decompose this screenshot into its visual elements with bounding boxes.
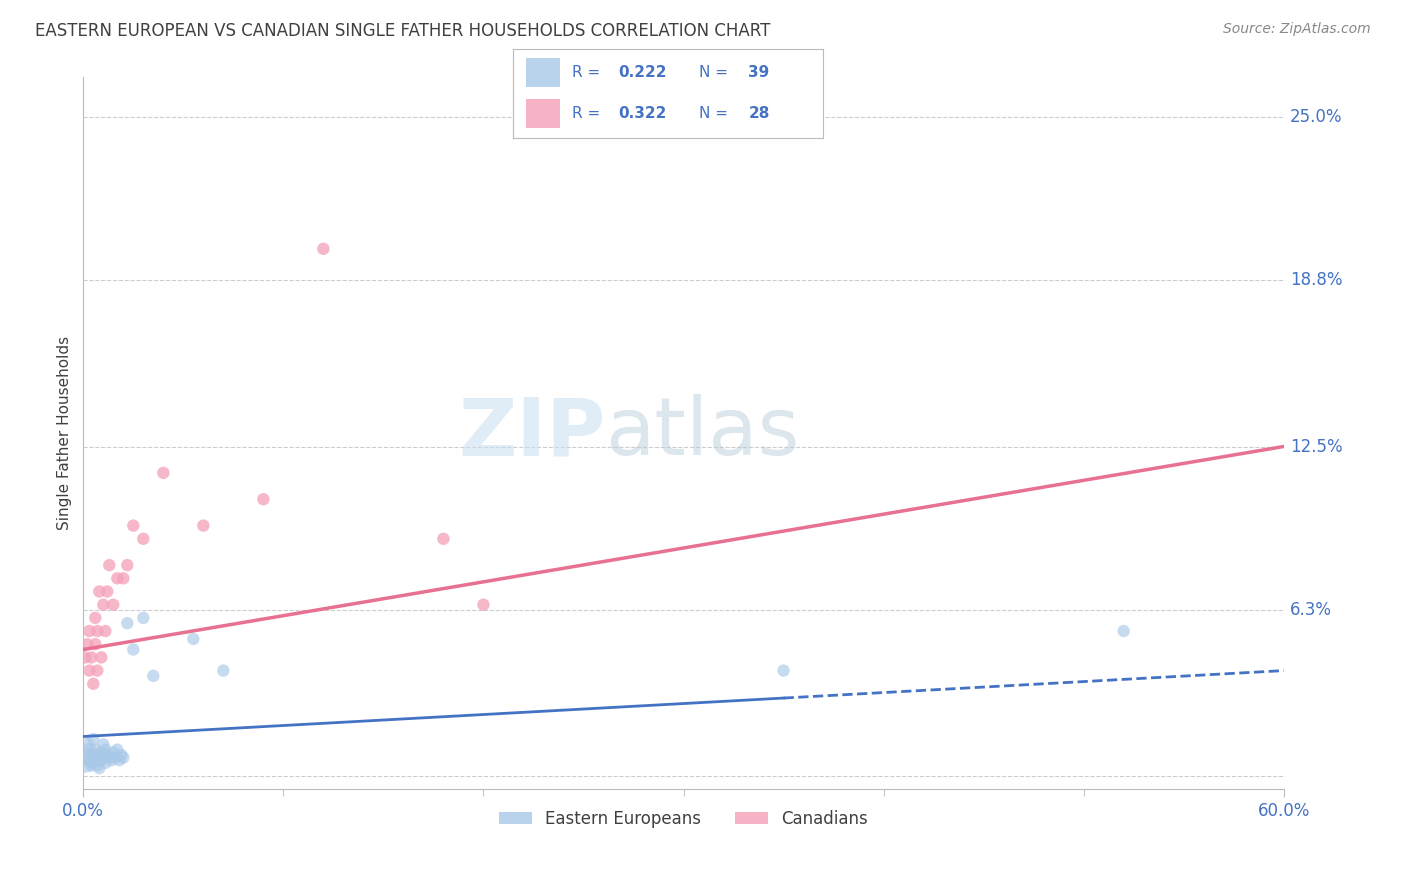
Point [110, 747, 132, 762]
Point [76, 750, 98, 764]
Point [212, 664, 235, 678]
Point [82, 677, 104, 691]
Point [312, 242, 335, 256]
Text: 6.3%: 6.3% [1289, 601, 1331, 619]
Point [75, 756, 97, 770]
Point [90, 745, 112, 759]
Point [152, 466, 174, 480]
Point [94, 756, 117, 770]
Point [86, 624, 108, 638]
Point [96, 747, 118, 762]
Text: N =: N = [699, 106, 733, 120]
Point [112, 571, 135, 585]
Text: 0.222: 0.222 [619, 65, 666, 79]
Point [86, 750, 108, 764]
Point [91, 750, 114, 764]
Text: Source: ZipAtlas.com: Source: ZipAtlas.com [1223, 22, 1371, 37]
Text: R =: R = [572, 65, 605, 79]
Text: 39: 39 [748, 65, 769, 79]
Point [90, 650, 112, 665]
Point [1112, 624, 1135, 638]
FancyBboxPatch shape [526, 58, 560, 87]
Point [96, 584, 118, 599]
Text: R =: R = [572, 106, 605, 120]
Point [103, 745, 125, 759]
Legend: Eastern Europeans, Canadians: Eastern Europeans, Canadians [492, 803, 875, 834]
FancyBboxPatch shape [526, 99, 560, 128]
Point [472, 598, 495, 612]
Point [84, 753, 107, 767]
Point [103, 598, 125, 612]
Point [132, 532, 155, 546]
Point [94, 624, 117, 638]
Point [91, 598, 114, 612]
Point [79, 664, 101, 678]
Point [90, 753, 112, 767]
Point [132, 611, 155, 625]
Point [193, 518, 215, 533]
Point [105, 742, 128, 756]
Text: 12.5%: 12.5% [1289, 437, 1343, 456]
Point [104, 750, 127, 764]
Y-axis label: Single Father Households: Single Father Households [58, 336, 72, 531]
Point [117, 558, 139, 573]
Point [80, 747, 103, 762]
Point [84, 611, 107, 625]
Point [79, 624, 101, 638]
Point [98, 750, 121, 764]
Point [79, 742, 101, 756]
Point [82, 747, 104, 762]
Text: 18.8%: 18.8% [1289, 271, 1343, 289]
Text: 28: 28 [748, 106, 769, 120]
Point [94, 742, 117, 756]
Point [80, 758, 103, 772]
Point [91, 738, 114, 752]
Point [112, 750, 135, 764]
Point [117, 616, 139, 631]
Point [772, 664, 794, 678]
Point [86, 758, 108, 772]
Point [89, 761, 111, 775]
Point [79, 753, 101, 767]
Point [84, 742, 107, 756]
Point [76, 738, 98, 752]
Point [122, 642, 145, 657]
Text: atlas: atlas [606, 394, 800, 473]
Point [105, 571, 128, 585]
Text: ZIP: ZIP [458, 394, 606, 473]
Point [183, 632, 205, 646]
Text: 0.322: 0.322 [619, 106, 666, 120]
Point [75, 650, 97, 665]
Point [76, 637, 98, 651]
Point [98, 558, 121, 573]
Point [86, 664, 108, 678]
Point [84, 637, 107, 651]
Point [89, 584, 111, 599]
Point [108, 753, 131, 767]
Text: 25.0%: 25.0% [1289, 108, 1343, 126]
Point [89, 747, 111, 762]
Point [80, 650, 103, 665]
Point [82, 732, 104, 747]
Point [122, 518, 145, 533]
Point [82, 756, 104, 770]
Text: N =: N = [699, 65, 733, 79]
Text: EASTERN EUROPEAN VS CANADIAN SINGLE FATHER HOUSEHOLDS CORRELATION CHART: EASTERN EUROPEAN VS CANADIAN SINGLE FATH… [35, 22, 770, 40]
Point [252, 492, 274, 507]
Point [142, 669, 165, 683]
Point [432, 532, 454, 546]
Point [100, 753, 122, 767]
